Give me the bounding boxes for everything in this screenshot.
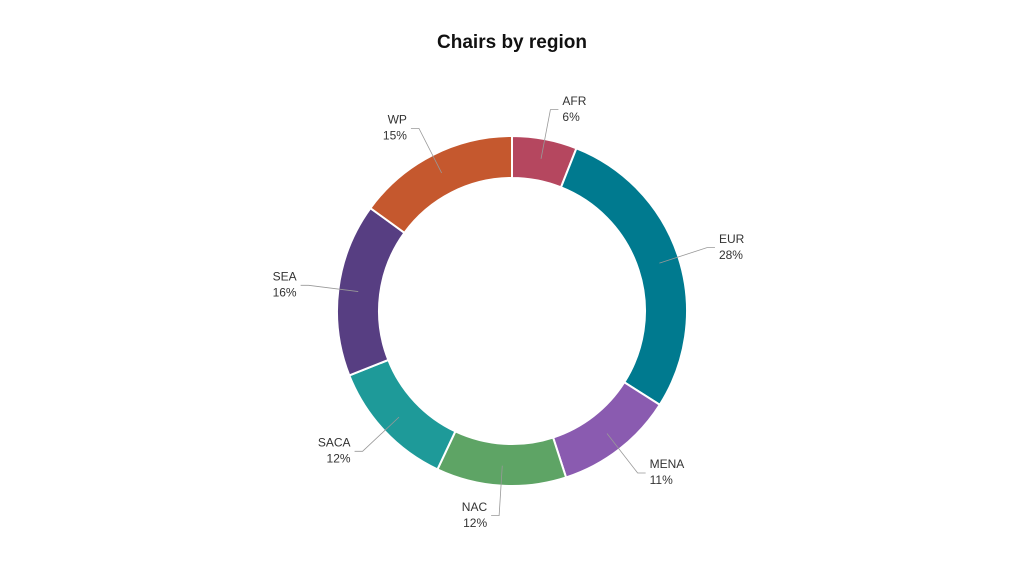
- slice: [551, 380, 662, 479]
- value-label: 16%: [273, 285, 297, 299]
- slice-label: EUR: [719, 232, 745, 246]
- slice-label: SACA: [318, 436, 351, 450]
- slice-label: AFR: [562, 94, 586, 108]
- slice: [369, 134, 513, 235]
- leader-line: [300, 284, 359, 292]
- leader-line: [354, 416, 400, 452]
- value-label: 6%: [562, 110, 580, 124]
- slice-label: NAC: [462, 500, 488, 514]
- slice-label: MENA: [650, 457, 685, 471]
- slice: [559, 146, 688, 407]
- leader-line: [491, 465, 503, 516]
- leader-line: [540, 109, 559, 159]
- leader-line: [606, 433, 646, 474]
- leader-line: [410, 127, 442, 174]
- value-label: 12%: [327, 452, 351, 466]
- value-label: 15%: [383, 129, 407, 143]
- slice: [347, 358, 457, 471]
- value-label: 11%: [650, 473, 673, 487]
- slice: [336, 206, 406, 377]
- value-label: 12%: [463, 516, 487, 530]
- leader-line: [659, 247, 715, 264]
- value-label: 28%: [719, 248, 743, 262]
- slice-label: WP: [388, 113, 407, 127]
- slice-label: SEA: [273, 269, 297, 283]
- chart-title: Chairs by region: [437, 32, 587, 53]
